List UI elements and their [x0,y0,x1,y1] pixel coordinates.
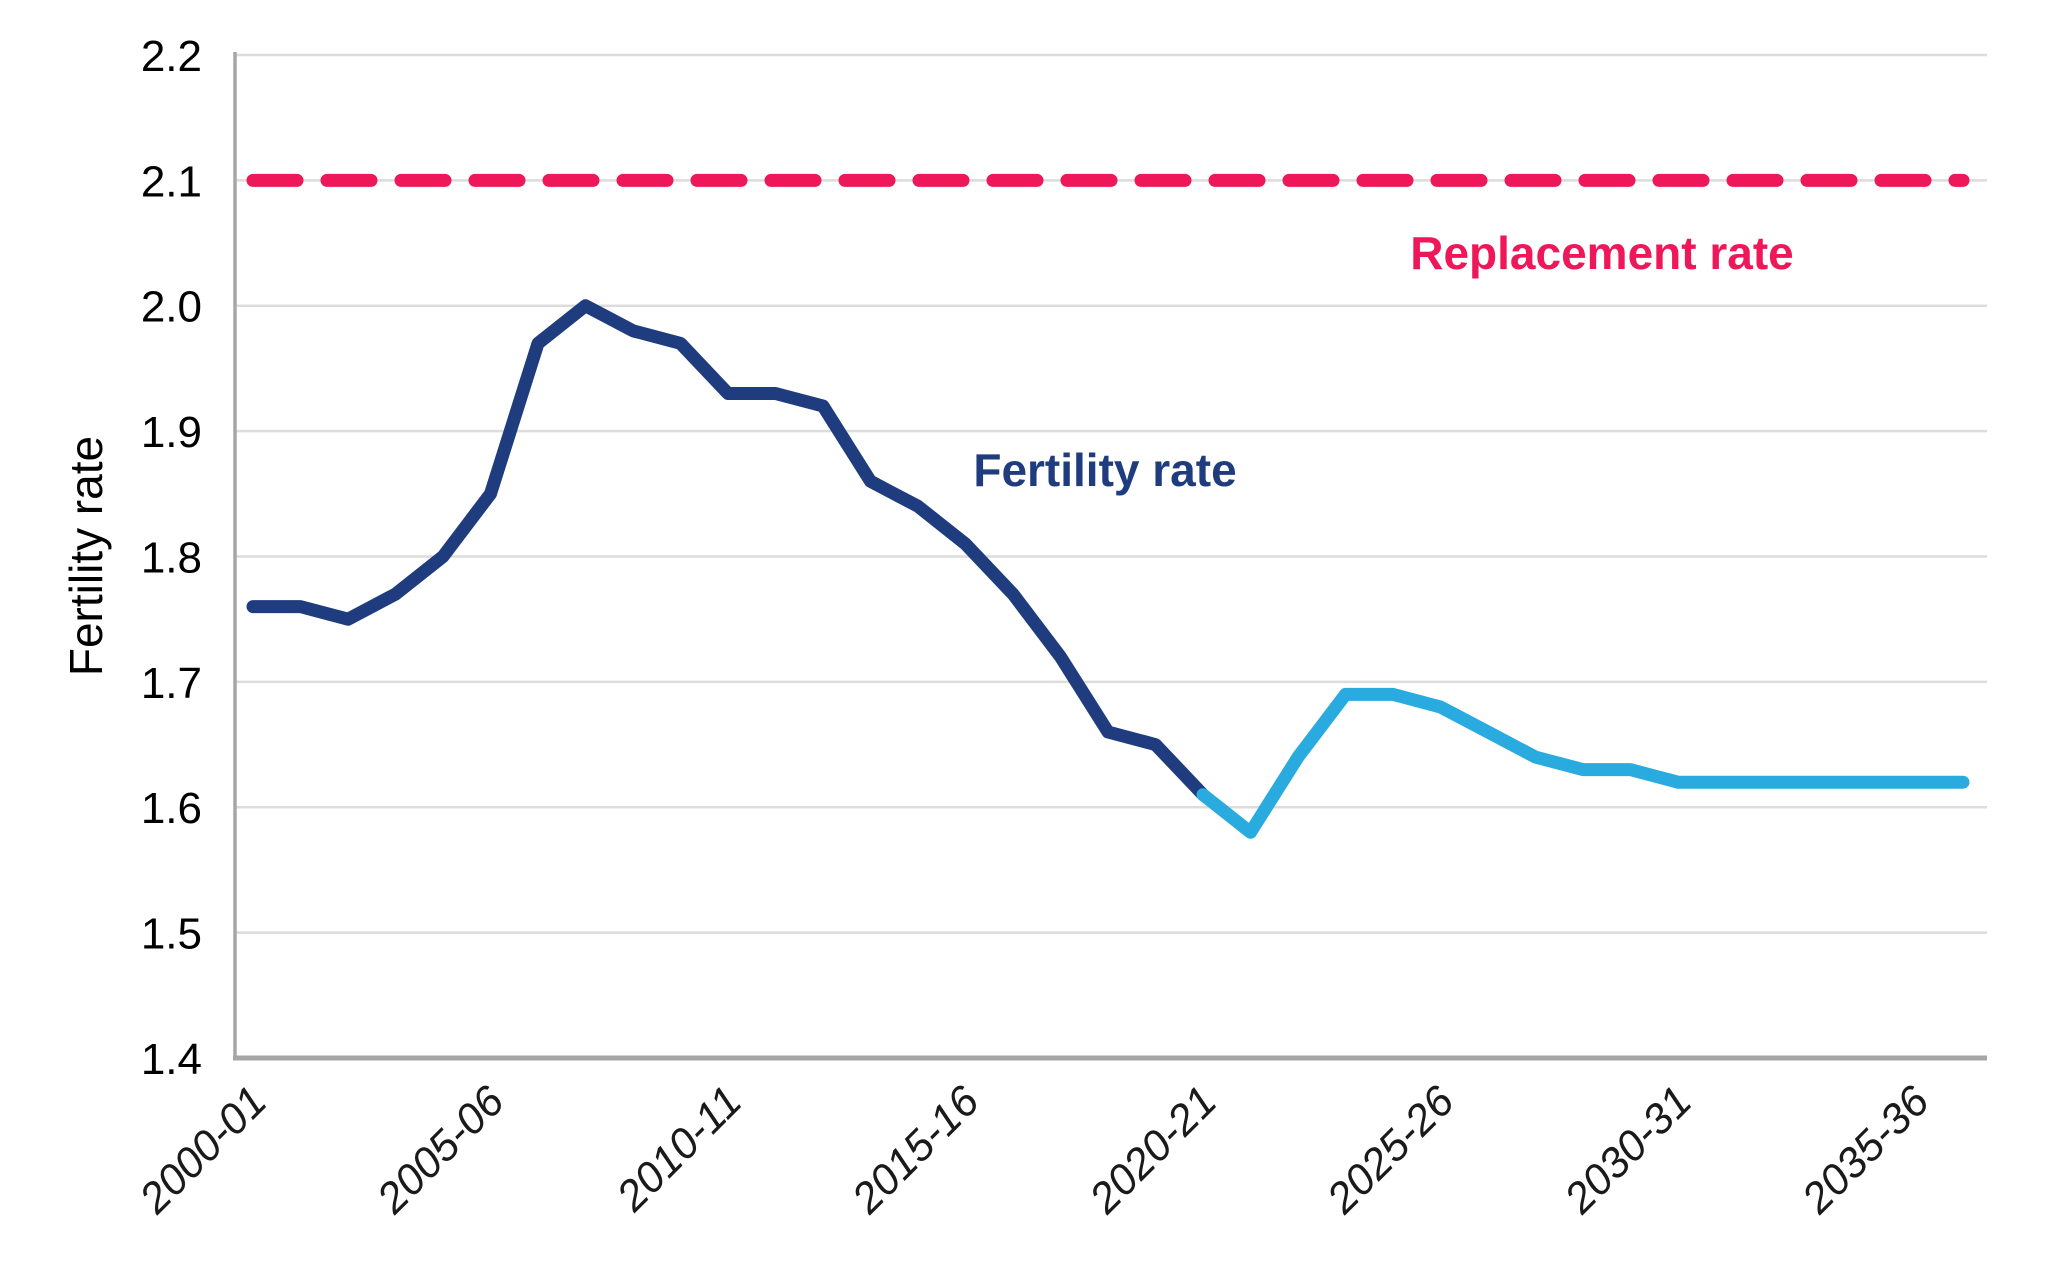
fertility-projection-line [1196,687,1970,839]
gridlines [235,53,1987,934]
y-tick-label: 1.6 [141,784,202,833]
x-tick-label: 2005-06 [367,1077,513,1223]
x-tick-label: 2025-26 [1317,1077,1463,1223]
axes [233,52,1987,1061]
y-tick-label: 1.9 [141,408,202,457]
y-tick-label: 2.1 [141,157,202,206]
x-tick-label: 2000-01 [130,1077,276,1223]
x-tick-label: 2030-31 [1555,1077,1701,1223]
y-tick-label: 1.5 [141,910,202,959]
series-label-fertility-rate: Fertility rate [973,444,1237,496]
x-tick-label: 2035-36 [1792,1077,1938,1223]
y-tick-label: 1.4 [141,1035,202,1084]
x-tick-label: 2020-21 [1080,1077,1226,1223]
y-tick-label: 2.0 [141,283,202,332]
y-tick-labels: 2.2 2.1 2.0 1.9 1.8 1.7 1.6 1.5 1.4 [141,32,202,1084]
y-tick-label: 2.2 [141,32,202,81]
series-label-replacement-rate: Replacement rate [1410,227,1794,279]
fertility-actual-line [246,299,1210,802]
y-tick-label: 1.8 [141,534,202,583]
x-tick-label: 2015-16 [842,1077,988,1223]
series-lines [246,299,1970,839]
y-axis-title: Fertility rate [60,435,112,677]
x-tick-label: 2010-11 [607,1077,751,1221]
y-tick-label: 1.7 [141,659,202,708]
x-tick-labels: 2000-01 2005-06 2010-11 2015-16 2020-21 2025-… [130,1077,1939,1223]
